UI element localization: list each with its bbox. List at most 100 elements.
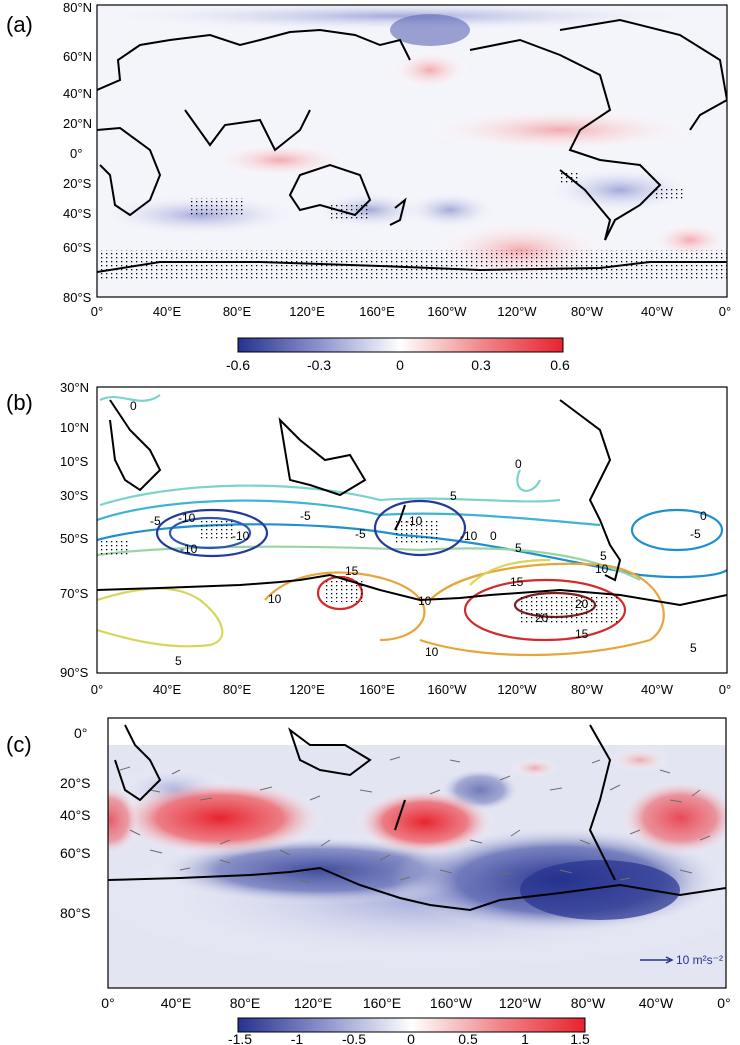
lon-label: 40°W	[639, 995, 674, 1011]
lon-label: 120°W	[497, 304, 537, 319]
lat-label: 40°N	[63, 86, 92, 101]
lon-label: 0°	[101, 995, 114, 1011]
contour-label: 0	[130, 399, 137, 413]
panel-c-lat-axis: 0° 20°S 40°S 60°S 80°S	[60, 725, 91, 921]
lon-label: 120°E	[289, 682, 325, 697]
panel-b: (b)	[6, 380, 731, 697]
panel-c-lon-axis: 0° 40°E 80°E 120°E 160°E 160°W 120°W 80°…	[101, 995, 730, 1011]
panel-a-lat-axis: 80°N 60°N 40°N 20°N 0° 20°S 40°S 60°S 80…	[63, 0, 92, 305]
lat-label: 60°N	[63, 49, 92, 64]
lon-label: 80°E	[223, 682, 252, 697]
lon-label: 40°E	[161, 995, 192, 1011]
panel-c-colorbar: -1.5 -1 -0.5 0 0.5 1 1.5	[228, 1017, 590, 1045]
contour-label: 0	[490, 529, 497, 543]
panel-c-frame	[107, 717, 727, 989]
reference-arrowhead	[665, 956, 674, 964]
contour-label: 20	[535, 611, 549, 625]
contour-label: 0	[700, 509, 707, 523]
panel-c-flux-vectors	[119, 756, 711, 884]
lon-label: 160°E	[363, 995, 401, 1011]
contour-label: -5	[690, 527, 701, 541]
lat-label: 80°S	[63, 290, 92, 305]
panel-a-map	[97, 5, 727, 297]
panel-b-map: 0 0 -5 -5 -5 -5 -10 -10 -10 -10 -10 0 0 …	[97, 387, 727, 673]
contour-label: -10	[178, 511, 196, 525]
colorbar-tick: 0	[407, 1031, 415, 1045]
lat-label: 90°S	[60, 665, 89, 680]
lon-label: 40°W	[641, 304, 674, 319]
lon-label: 80°W	[571, 995, 606, 1011]
lat-label: 10°S	[60, 454, 89, 469]
contour-label: -5	[355, 527, 366, 541]
lat-label: 60°S	[63, 240, 92, 255]
panel-c-label: (c)	[6, 732, 32, 757]
lon-label: 40°E	[153, 682, 182, 697]
lat-label: 20°S	[63, 176, 92, 191]
lon-label: 0°	[717, 995, 730, 1011]
lat-label: 20°N	[63, 116, 92, 131]
lon-label: 80°E	[230, 995, 261, 1011]
contour-label: 0	[515, 457, 522, 471]
lat-label: 0°	[70, 146, 82, 161]
contour-label: 5	[600, 549, 607, 563]
contour-label: 15	[345, 564, 359, 578]
panel-c-coastlines	[108, 724, 726, 912]
lat-label: 10°N	[60, 420, 89, 435]
lat-label: 20°S	[60, 775, 91, 791]
lon-label: 160°W	[427, 304, 467, 319]
lat-label: 80°N	[63, 0, 92, 15]
panel-b-contours	[97, 394, 727, 657]
lat-label: 40°S	[60, 807, 91, 823]
contour-label: 10	[425, 645, 439, 659]
panel-c-map: 10 m²s⁻²	[108, 718, 726, 988]
lon-label: 160°E	[359, 682, 395, 697]
panel-b-lat-axis: 30°N 10°N 10°S 30°S 50°S 70°S 90°S	[60, 380, 89, 680]
lon-label: 160°W	[430, 995, 473, 1011]
contour-label: -5	[150, 514, 161, 528]
lon-label: 0°	[91, 304, 103, 319]
panel-b-lon-axis: 0° 40°E 80°E 120°E 160°E 160°W 120°W 80°…	[91, 682, 731, 697]
lon-label: 40°W	[641, 682, 674, 697]
colorbar-tick: 0	[396, 357, 404, 373]
contour-label: -10	[405, 514, 423, 528]
lon-label: 160°E	[359, 304, 395, 319]
colorbar-tick: -1	[291, 1031, 304, 1045]
colorbar-tick: -1.5	[228, 1031, 252, 1045]
contour-label: 10	[268, 592, 282, 606]
contour-label: 5	[690, 641, 697, 655]
lat-label: 0°	[74, 725, 87, 741]
contour-label: 5	[450, 489, 457, 503]
contour-label: 10	[595, 562, 609, 576]
contour-label: 15	[575, 627, 589, 641]
panel-b-contour-labels: 0 0 -5 -5 -5 -5 -10 -10 -10 -10 -10 0 0 …	[130, 399, 707, 668]
panel-b-frame	[96, 386, 728, 674]
lon-label: 120°W	[497, 682, 537, 697]
contour-label: 20	[575, 597, 589, 611]
lat-label: 70°S	[60, 586, 89, 601]
colorbar-tick: -0.5	[342, 1031, 366, 1045]
lat-label: 40°S	[63, 206, 92, 221]
lat-label: 80°S	[60, 905, 91, 921]
panel-a: (a)	[6, 0, 731, 373]
lon-label: 0°	[719, 682, 731, 697]
colorbar-tick: -0.3	[307, 357, 331, 373]
lon-label: 0°	[91, 682, 103, 697]
vector-reference-label: 10 m²s⁻²	[676, 953, 723, 967]
panel-b-label: (b)	[6, 390, 33, 415]
contour-label: 10	[418, 594, 432, 608]
contour-label: -10	[460, 529, 478, 543]
lon-label: 80°W	[571, 304, 604, 319]
colorbar-tick: 1	[521, 1031, 529, 1045]
colorbar-tick: 0.3	[471, 357, 491, 373]
lat-label: 30°N	[60, 380, 89, 395]
contour-label: -5	[300, 509, 311, 523]
colorbar-tick: 0.5	[458, 1031, 478, 1045]
panel-a-colorbar: -0.6 -0.3 0 0.3 0.6	[226, 337, 570, 373]
contour-label: 15	[510, 575, 524, 589]
lat-label: 50°S	[60, 531, 89, 546]
lon-label: 40°E	[153, 304, 182, 319]
lon-label: 80°E	[223, 304, 252, 319]
colorbar-tick: 0.6	[550, 357, 570, 373]
contour-label: -10	[232, 529, 250, 543]
